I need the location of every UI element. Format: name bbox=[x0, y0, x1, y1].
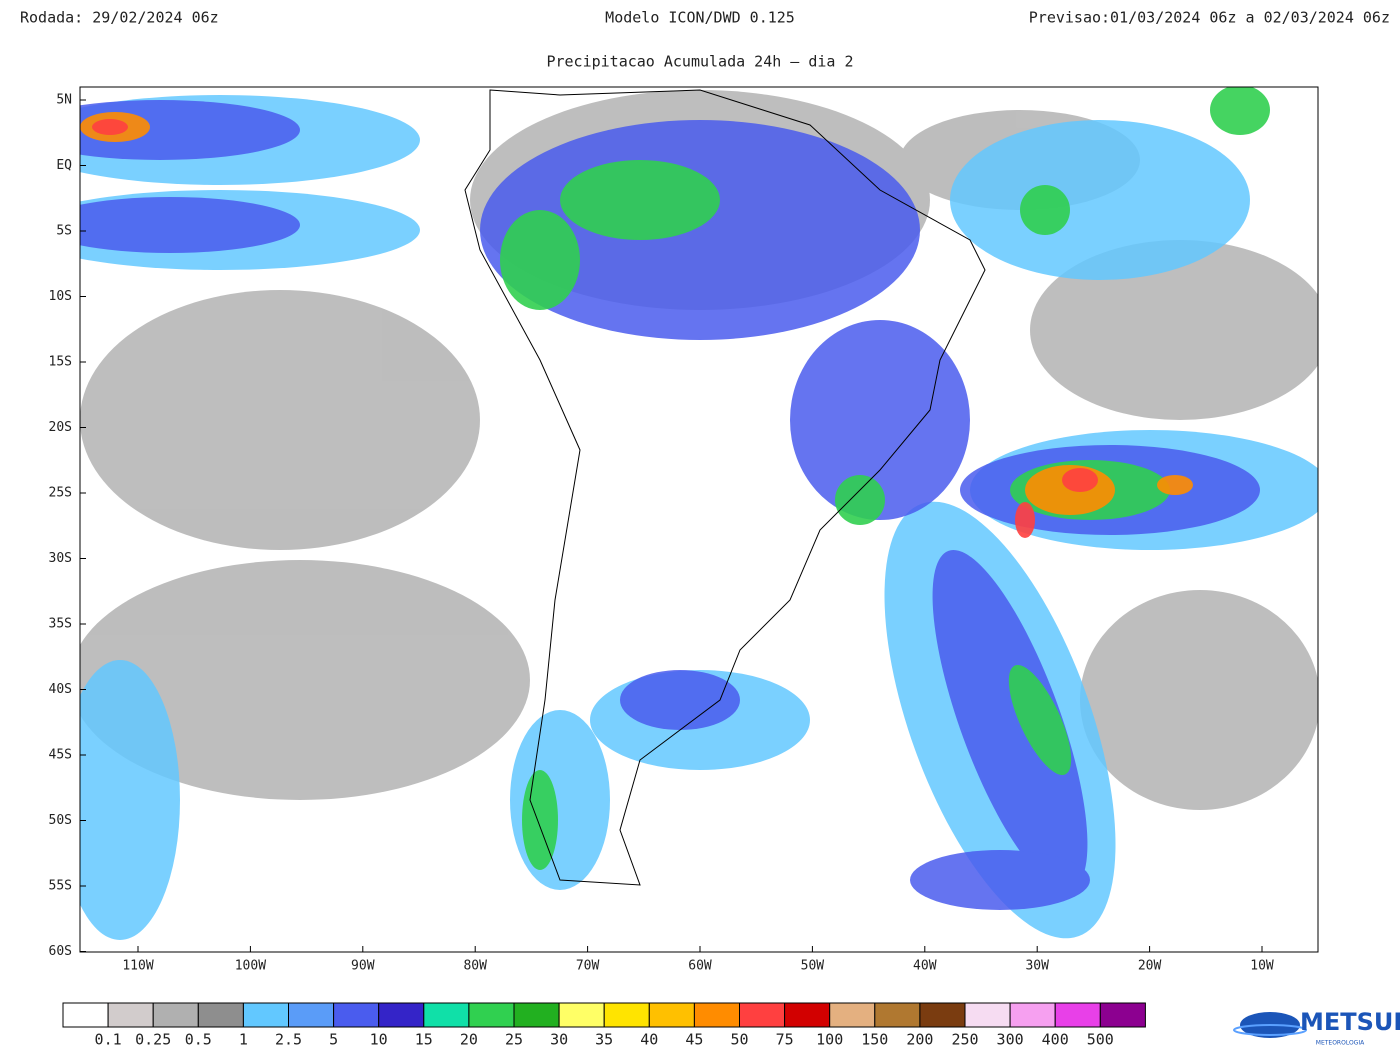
colorbar-box bbox=[197, 1002, 244, 1028]
lat-label: 20S bbox=[49, 420, 72, 435]
lon-label: 90W bbox=[351, 959, 375, 974]
colorbar-label: 300 bbox=[997, 1031, 1024, 1049]
colorbar-label: 0.1 bbox=[95, 1031, 122, 1049]
lat-label: 35S bbox=[49, 617, 72, 632]
colorbar-label: 20 bbox=[460, 1031, 478, 1049]
logo-tagline: METEOROLOGIA bbox=[1316, 1040, 1365, 1047]
colorbar-box bbox=[468, 1002, 515, 1028]
colorbar-box bbox=[693, 1002, 741, 1028]
colorbar-label: 45 bbox=[685, 1031, 703, 1049]
lon-label: 70W bbox=[576, 959, 600, 974]
colorbar-label: 500 bbox=[1087, 1031, 1114, 1049]
lat-label: 30S bbox=[49, 551, 72, 566]
lon-label: 40W bbox=[913, 959, 937, 974]
lat-label: EQ bbox=[56, 158, 72, 173]
colorbar-label: 2.5 bbox=[275, 1031, 302, 1049]
lat-label: 45S bbox=[49, 748, 72, 763]
colorbar-label: 10 bbox=[370, 1031, 388, 1049]
lon-label: 20W bbox=[1138, 959, 1162, 974]
colorbar-box bbox=[242, 1002, 289, 1028]
colorbar-box bbox=[784, 1002, 831, 1028]
colorbar-box bbox=[1099, 1002, 1146, 1028]
colorbar-box bbox=[513, 1002, 560, 1028]
colorbar-box bbox=[1009, 1002, 1056, 1028]
colorbar-box bbox=[558, 1002, 605, 1028]
colorbar-box bbox=[62, 1002, 109, 1028]
colorbar-box bbox=[829, 1002, 876, 1028]
lat-label: 55S bbox=[49, 879, 72, 894]
colorbar-label: 0.25 bbox=[135, 1031, 171, 1049]
colorbar-box bbox=[152, 1002, 199, 1028]
lat-label: 50S bbox=[49, 813, 72, 828]
colorbar-label: 40 bbox=[640, 1031, 658, 1049]
colorbar: 0.1 0.25 0.5 1 2.5 5 10 15 20 25 30 35 40 45 50 75 100 15… bbox=[62, 1002, 1146, 1049]
lat-label: 5N bbox=[56, 93, 72, 108]
precip-field bbox=[80, 87, 1318, 952]
colorbar-box bbox=[107, 1002, 154, 1028]
logo: METSUL METEOROLOGIA bbox=[1233, 1008, 1400, 1047]
colorbar-label: 30 bbox=[550, 1031, 568, 1049]
lon-label: 100W bbox=[235, 959, 266, 974]
colorbar-label: 15 bbox=[415, 1031, 433, 1049]
logo-name: METSUL bbox=[1300, 1008, 1400, 1036]
lat-label: 10S bbox=[49, 289, 72, 304]
colorbar-box bbox=[739, 1002, 786, 1028]
lat-label: 60S bbox=[49, 944, 72, 959]
lon-label: 50W bbox=[801, 959, 825, 974]
colorbar-label: 50 bbox=[730, 1031, 748, 1049]
colorbar-box bbox=[1054, 1002, 1101, 1028]
colorbar-box bbox=[964, 1002, 1011, 1028]
run-label: Rodada: 29/02/2024 06z bbox=[20, 9, 219, 27]
colorbar-label: 25 bbox=[505, 1031, 523, 1049]
lat-label: 5S bbox=[56, 224, 72, 239]
forecast-label: Previsao:01/03/2024 06z a 02/03/2024 06z bbox=[1029, 9, 1390, 27]
axes: 5N EQ 5S 10S 15S 20S 25S 30S 35S 40S 45S 50S 55S 60S 1… bbox=[49, 93, 1274, 974]
colorbar-box bbox=[333, 1002, 380, 1028]
colorbar-label: 150 bbox=[861, 1031, 888, 1049]
colorbar-label: 1 bbox=[239, 1031, 248, 1049]
lat-label: 25S bbox=[49, 486, 72, 501]
colorbar-label: 400 bbox=[1042, 1031, 1069, 1049]
lat-label: 15S bbox=[49, 355, 72, 370]
colorbar-label: 75 bbox=[776, 1031, 794, 1049]
colorbar-label: 250 bbox=[951, 1031, 978, 1049]
map-frame bbox=[79, 86, 1319, 953]
colorbar-label: 0.5 bbox=[185, 1031, 212, 1049]
lon-label: 80W bbox=[463, 959, 487, 974]
lon-label: 110W bbox=[122, 959, 153, 974]
colorbar-box bbox=[603, 1002, 650, 1028]
colorbar-box bbox=[378, 1002, 425, 1028]
colorbar-label: 5 bbox=[329, 1031, 338, 1049]
lat-label: 40S bbox=[49, 682, 72, 697]
colorbar-box bbox=[919, 1002, 966, 1028]
lon-label: 60W bbox=[688, 959, 712, 974]
model-label: Modelo ICON/DWD 0.125 bbox=[605, 9, 795, 27]
colorbar-box bbox=[648, 1002, 695, 1028]
colorbar-label: 200 bbox=[906, 1031, 933, 1049]
lon-label: 30W bbox=[1025, 959, 1049, 974]
colorbar-label: 100 bbox=[816, 1031, 843, 1049]
colorbar-label: 35 bbox=[595, 1031, 613, 1049]
colorbar-box bbox=[874, 1002, 921, 1028]
subtitle: Precipitacao Acumulada 24h – dia 2 bbox=[546, 53, 853, 71]
colorbar-box bbox=[423, 1002, 470, 1028]
colorbar-box bbox=[288, 1002, 335, 1028]
lon-label: 10W bbox=[1250, 959, 1274, 974]
